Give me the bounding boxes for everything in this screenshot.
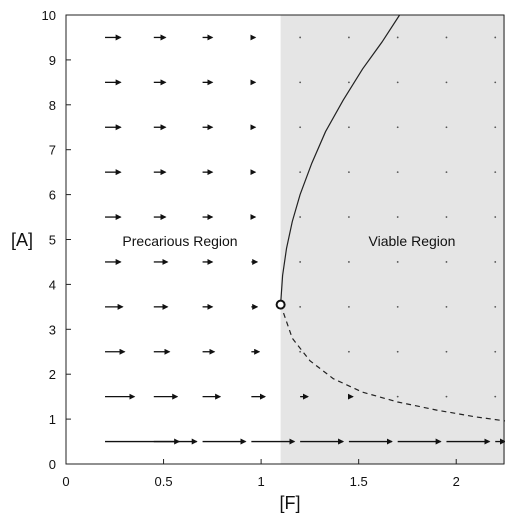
vector-dot (299, 126, 302, 129)
vector-dot (494, 126, 497, 129)
y-tick-label: 7 (49, 143, 56, 158)
vector-dot (445, 395, 448, 398)
vector-dot (348, 350, 350, 353)
vector-dot (348, 171, 350, 174)
axes-layer: 0 0.5 1 1.5 2 0 1 2 3 4 5 6 7 8 9 10 (42, 8, 505, 489)
y-axis-title: [A] (11, 230, 33, 250)
vector-dot (445, 81, 448, 84)
vector-dot (299, 171, 302, 174)
x-tick-label: 1.5 (350, 474, 368, 489)
region-shade-1 (280, 15, 505, 464)
vector-dot (396, 126, 399, 129)
unstable-branch-curve (280, 304, 505, 422)
vector-dot (299, 305, 302, 308)
vector-dot (445, 216, 448, 218)
vector-dot (396, 305, 399, 308)
x-tick-label: 2 (453, 474, 460, 489)
vector-dot (445, 305, 448, 308)
vector-dot (396, 395, 399, 398)
vector-dot (396, 350, 399, 353)
vector-dot (445, 171, 448, 174)
vector-dot (299, 36, 302, 39)
stable-branch-curve (280, 14, 401, 305)
vector-dot (299, 81, 302, 84)
vector-dot (299, 216, 302, 218)
y-tick-label: 2 (49, 367, 56, 382)
marker-layer (275, 299, 286, 310)
bifurcation-point-marker (275, 299, 286, 310)
y-tick-label: 3 (49, 322, 56, 337)
vector-dot (494, 395, 497, 398)
vector-dot (445, 126, 448, 129)
vector-dot (445, 261, 448, 263)
vector-dot (348, 305, 350, 308)
y-tick-label: 1 (49, 412, 56, 427)
vector-dot (348, 261, 350, 263)
region-layer (280, 15, 505, 464)
y-tick-label: 6 (49, 188, 56, 203)
x-axis-title: [F] (280, 493, 301, 513)
vector-dot (348, 126, 350, 129)
vector-dot (445, 36, 448, 39)
vector-dot (396, 171, 399, 174)
vector-dot (396, 36, 399, 39)
vector-dot (396, 81, 399, 84)
vector-dot (396, 216, 399, 218)
vector-dot (494, 216, 497, 218)
vector-dot (396, 261, 399, 263)
vector-dot (494, 81, 497, 84)
y-tick-label: 5 (49, 233, 56, 248)
y-tick-label: 10 (42, 8, 56, 23)
x-tick-label: 0 (62, 474, 69, 489)
y-tick-label: 9 (49, 53, 56, 68)
vector-dot (494, 305, 497, 308)
vector-dot (348, 81, 350, 84)
series-layer (280, 14, 505, 422)
vector-dot (494, 261, 497, 263)
x-tick-label: 1 (257, 474, 264, 489)
vector-dot (445, 350, 448, 353)
y-tick-label: 4 (49, 277, 56, 292)
precarious-region-label: Precarious Region (122, 233, 237, 249)
vector-dot (494, 350, 497, 353)
y-tick-label: 0 (49, 457, 56, 472)
viable-region-label: Viable Region (369, 233, 456, 249)
vector-dot (348, 36, 350, 39)
vector-dot (299, 350, 302, 353)
vector-dot (299, 261, 302, 263)
vector-dot (494, 36, 497, 39)
y-tick-label: 8 (49, 98, 56, 113)
vector-dot (494, 171, 497, 174)
x-tick-label: 0.5 (155, 474, 173, 489)
vector-field-layer (105, 34, 505, 445)
vector-dot (348, 216, 350, 218)
